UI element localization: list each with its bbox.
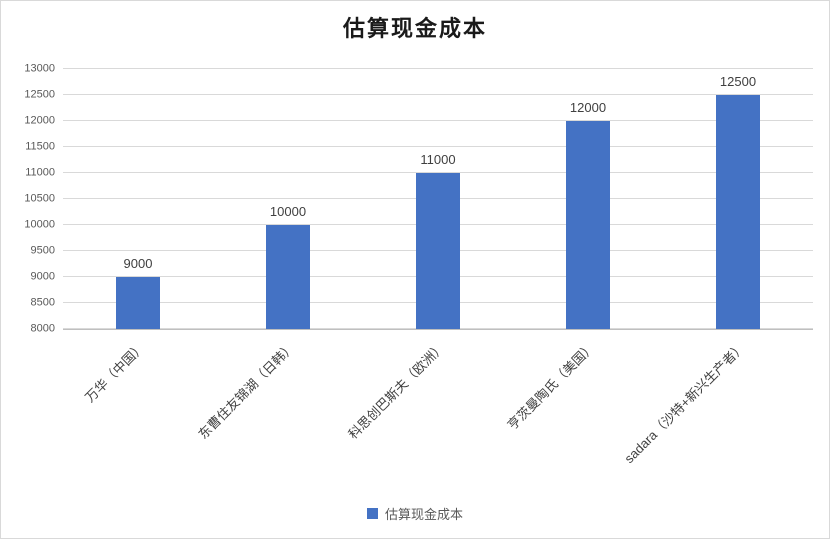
y-tick-label: 11000 [25, 166, 55, 179]
chart-title: 估算现金成本 [342, 16, 487, 42]
y-tick-label: 9000 [30, 270, 55, 283]
x-axis: 万华（中国） 东曹住友锦湖（日韩） 科思创巴斯夫（欧洲） 亨茨曼陶氏（美国） sadar… [63, 330, 813, 495]
legend: 估算现金成本 [1, 504, 829, 523]
legend-label: 估算现金成本 [384, 507, 463, 522]
x-axis-category-label: 东曹住友锦湖（日韩） [195, 339, 298, 442]
y-tick-label: 11500 [25, 140, 55, 153]
y-tick-label: 9500 [30, 244, 55, 257]
y-tick-label: 8500 [30, 296, 55, 309]
bar [116, 277, 160, 329]
gridline [63, 68, 813, 69]
x-axis-category-label: 亨茨曼陶氏（美国） [504, 339, 598, 433]
y-tick-label: 10000 [24, 218, 55, 231]
bar-value-label: 12500 [719, 74, 757, 89]
bar [416, 173, 460, 329]
y-axis: 8000 8500 9000 9500 10000 10500 11000 11500 1200… [1, 63, 55, 334]
y-tick-label: 13000 [24, 62, 55, 75]
bar [716, 95, 760, 329]
bar-value-label: 9000 [123, 256, 153, 271]
gridline [63, 172, 813, 173]
bar-value-label: 12000 [569, 100, 607, 115]
x-axis-category-label: 万华（中国） [82, 339, 148, 406]
gridline [63, 94, 813, 95]
y-tick-label: 10500 [24, 192, 55, 205]
bar [266, 225, 310, 329]
plot-area: 9000 10000 11000 12000 12500 [63, 68, 813, 330]
gridline [63, 146, 813, 147]
gridline [63, 120, 813, 121]
x-axis-category-label: sadara（沙特+新兴生产者） [621, 339, 748, 467]
y-tick-label: 12500 [24, 88, 55, 101]
y-tick-label: 12000 [24, 114, 55, 127]
y-tick-label: 8000 [30, 322, 55, 335]
bar-value-label: 11000 [420, 152, 456, 167]
bar [566, 121, 610, 329]
x-axis-category-label: 科思创巴斯夫（欧洲） [345, 339, 448, 442]
bar-value-label: 10000 [269, 204, 307, 219]
legend-swatch-icon [366, 508, 378, 519]
